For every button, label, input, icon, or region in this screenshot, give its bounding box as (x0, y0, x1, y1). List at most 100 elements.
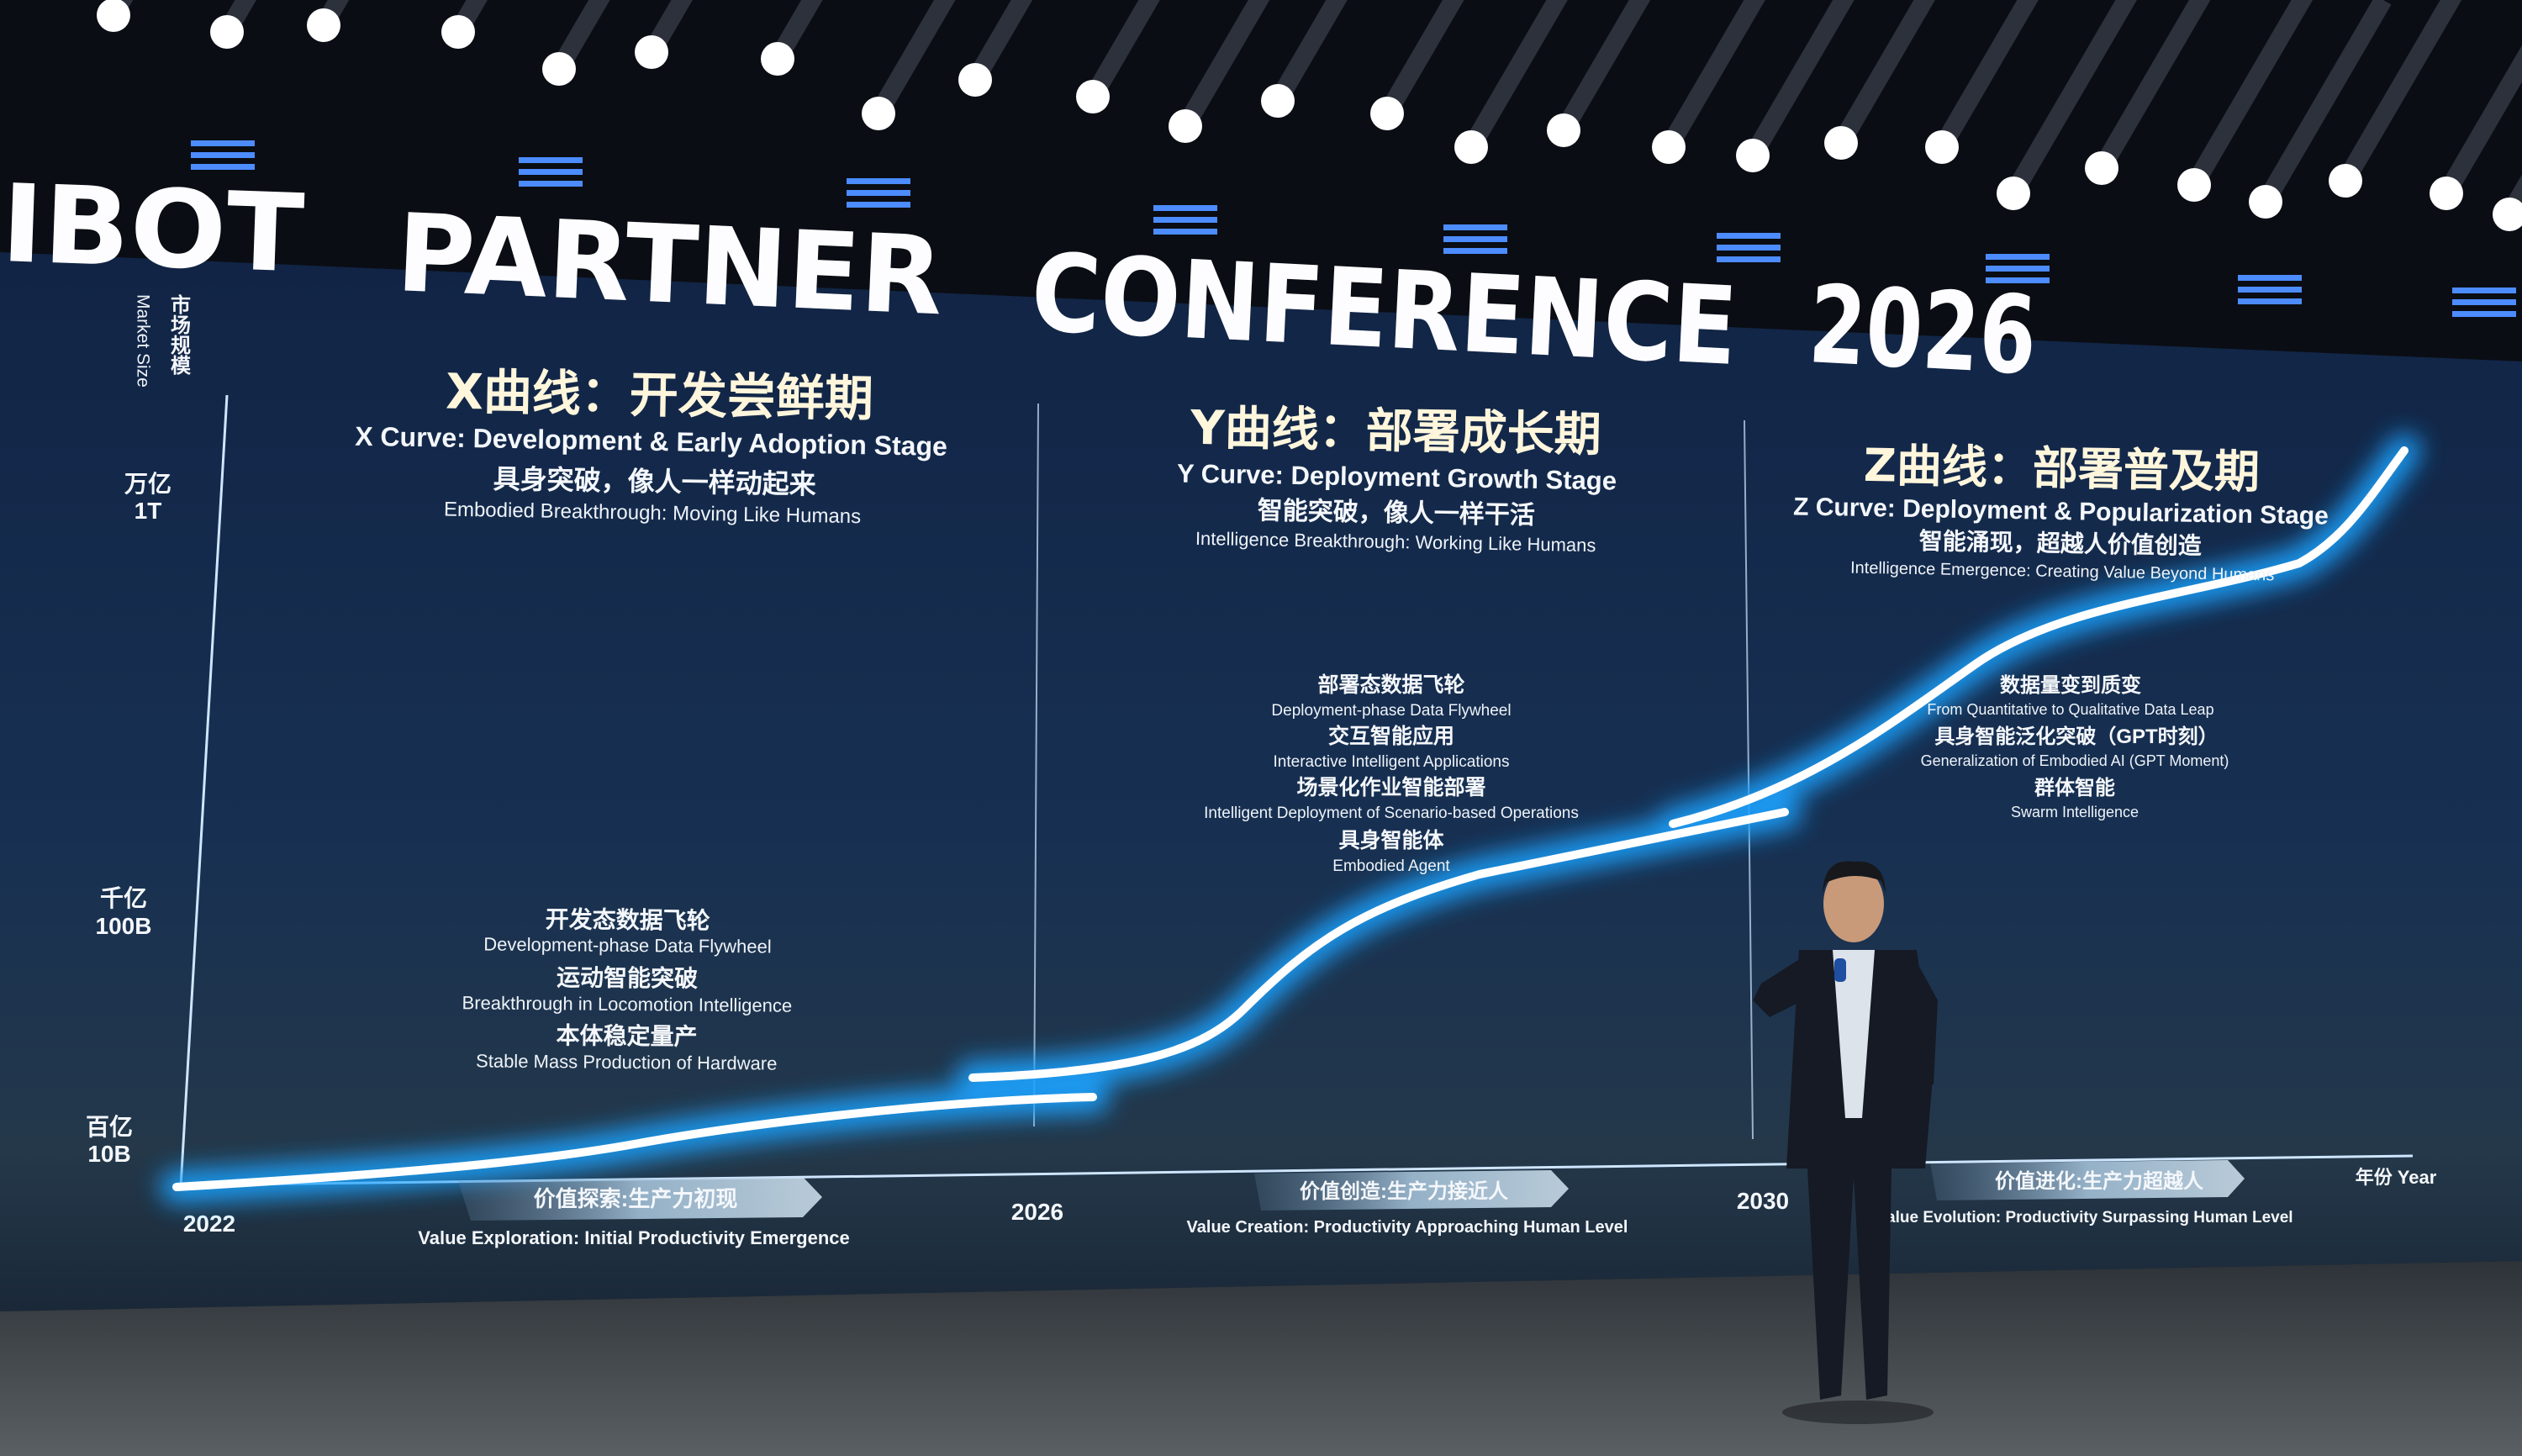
spotlight (1454, 130, 1488, 164)
light-beam (769, 0, 823, 64)
light-beam (2186, 0, 2314, 190)
y-axis-label-cn: 市场规模 (167, 293, 191, 376)
spotlight (1076, 80, 1110, 113)
blue-light-bar (1717, 256, 1781, 262)
stage-title-cn: X曲线：开发尝鲜期 (446, 363, 874, 428)
blue-light-bar (2452, 311, 2516, 317)
blue-light-bar (847, 178, 910, 184)
blue-light-bar (519, 157, 583, 163)
light-beam (1084, 0, 1160, 102)
light-beam (2257, 0, 2392, 207)
spotlight (2329, 164, 2362, 198)
blue-light-bar (191, 164, 255, 170)
x-tick: 2026 (1011, 1199, 1063, 1225)
spotlight (2430, 177, 2463, 210)
light-beam (1177, 0, 1270, 131)
y-tick-en: 10B (87, 1141, 130, 1167)
item-en: Development-phase Data Flywheel (483, 934, 772, 957)
y-axis-line (179, 394, 229, 1188)
value-cn: 价值进化:生产力超越人 (1995, 1169, 2203, 1193)
item-en: Breakthrough in Locomotion Intelligence (462, 992, 792, 1016)
blue-light-bar (1153, 217, 1217, 223)
stage-tagline-cn: 智能突破，像人一样干活 (1258, 496, 1536, 530)
blue-light-bar (1717, 233, 1781, 239)
light-beam (1660, 0, 1765, 152)
blue-light-bar (1153, 205, 1217, 211)
item-en: Swarm Intelligence (2011, 804, 2139, 820)
z-curve (1669, 446, 2409, 828)
spotlight (97, 0, 130, 32)
item-cn: 运动智能突破 (557, 963, 698, 991)
y-tick-cn: 百亿 (86, 1114, 133, 1140)
blue-light-bar (1443, 224, 1507, 230)
light-beam (643, 0, 693, 57)
light-beam (967, 0, 1033, 85)
blue-light-bar (1443, 248, 1507, 254)
x-tick: 2030 (1737, 1188, 1789, 1214)
spotlight (1370, 97, 1404, 130)
light-beam (1555, 0, 1651, 135)
spotlight (958, 63, 992, 97)
y-curve (968, 808, 1789, 1082)
spotlight (542, 52, 576, 86)
light-beam (2438, 45, 2522, 198)
value-arrow-x: 价值探索:生产力初现 Value Exploration: Initial Pr… (418, 1177, 850, 1248)
value-en: Value Creation: Productivity Approaching… (1187, 1218, 1628, 1237)
item-en: Deployment-phase Data Flywheel (1271, 702, 1511, 720)
spotlight (1925, 130, 1959, 164)
blue-light-bar (847, 202, 910, 208)
y-tick-en: 100B (96, 913, 152, 939)
blue-light-bar (519, 181, 583, 187)
spotlight (635, 35, 668, 69)
blue-light-bar (1717, 245, 1781, 251)
light-beam (1744, 0, 1855, 161)
item-en: Interactive Intelligent Applications (1274, 753, 1510, 771)
blue-light-bar (1986, 277, 2050, 283)
y-tick-cn: 千亿 (100, 885, 147, 911)
spotlight (210, 15, 244, 49)
x-tick: 2022 (183, 1211, 235, 1237)
item-en: Embodied Agent (1332, 857, 1450, 875)
light-beam (1463, 0, 1568, 152)
light-beam (2005, 0, 2137, 198)
banner-word: 2026 (1806, 262, 2039, 399)
spotlight (2493, 198, 2522, 231)
stage-z-items: 数据量变到质变 From Quantitative to Qualitative… (1921, 673, 2229, 820)
stage-tagline-cn: 智能涌现，超越人价值创造 (1919, 528, 2203, 559)
spotlight (1652, 130, 1686, 164)
blue-light-bar (847, 190, 910, 196)
spotlight (1824, 126, 1858, 160)
item-en: Intelligent Deployment of Scenario-based… (1204, 804, 1579, 822)
spotlight (1997, 177, 2030, 210)
conference-banner: IBOT PARTNER CONFERENCE 2026 (0, 161, 2039, 399)
growth-curves (160, 434, 2421, 1204)
blue-light-bar (2238, 275, 2302, 281)
spotlight (2249, 185, 2282, 219)
light-beam (1934, 0, 2039, 152)
spotlight (307, 8, 340, 42)
stage-title-cn: Y曲线：部署成长期 (1190, 401, 1602, 463)
light-beam (1269, 0, 1348, 106)
stage-lights (97, 0, 2522, 317)
blue-light-bar (2238, 298, 2302, 304)
blue-light-bar (2452, 299, 2516, 305)
item-en: From Quantitative to Qualitative Data Le… (1927, 701, 2213, 718)
item-cn: 场景化作业智能部署 (1296, 775, 1485, 799)
value-arrow-z: 价值进化:生产力超越人 Value Evolution: Productivit… (1876, 1160, 2293, 1227)
light-beam (551, 0, 610, 74)
stage-title-cn: Z曲线：部署普及期 (1863, 439, 2260, 499)
spotlight (1169, 109, 1202, 143)
item-cn: 具身智能体 (1338, 828, 1444, 852)
stage-x-items: 开发态数据飞轮 Development-phase Data Flywheel … (462, 905, 792, 1074)
banner-word: PARTNER (394, 191, 946, 340)
item-cn: 开发态数据飞轮 (546, 905, 710, 934)
value-arrow-y: 价值创造:生产力接近人 Value Creation: Productivity… (1187, 1170, 1628, 1237)
y-tick-en: 1T (135, 498, 162, 524)
spotlight (2085, 151, 2118, 185)
item-cn: 数据量变到质变 (2000, 673, 2141, 697)
light-beam (1379, 0, 1464, 119)
blue-light-bar (2452, 288, 2516, 293)
spotlight (441, 15, 475, 49)
banner-word: IBOT (0, 161, 306, 297)
blue-light-bar (1986, 254, 2050, 260)
